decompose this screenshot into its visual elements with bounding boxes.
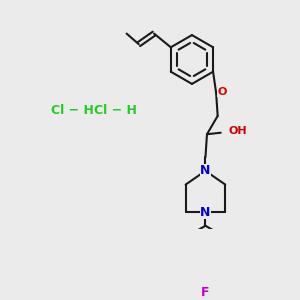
Text: N: N — [200, 206, 211, 218]
Text: F: F — [201, 286, 210, 299]
Text: N: N — [200, 164, 211, 177]
Text: Cl − H: Cl − H — [94, 104, 137, 117]
Text: OH: OH — [228, 126, 247, 136]
Text: O: O — [218, 86, 227, 97]
Text: Cl − H: Cl − H — [51, 104, 94, 117]
